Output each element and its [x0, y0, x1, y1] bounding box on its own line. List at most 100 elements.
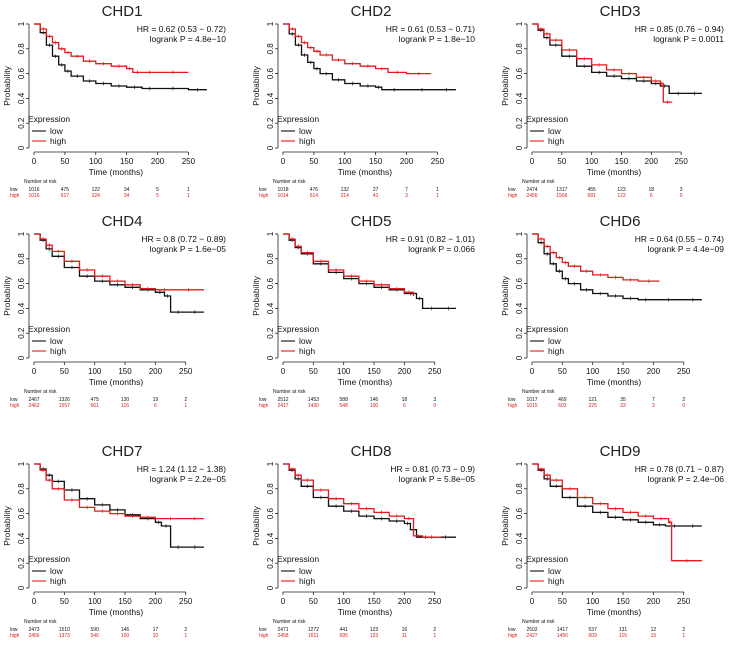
- km-plot-chd6: CHD6 HR = 0.64 (0.55 − 0.74)logrank P = 4…: [500, 213, 724, 409]
- panel-chd6: CHD6 HR = 0.64 (0.55 − 0.74) logrank P = 4…: [498, 210, 747, 430]
- risk-count-low: 121: [589, 397, 598, 403]
- risk-count-low: 2474: [526, 187, 537, 193]
- x-tick-label: 200: [398, 597, 412, 606]
- x-tick-label: 250: [179, 367, 193, 376]
- x-tick-label: 250: [428, 367, 442, 376]
- risk-row-label-high: high: [259, 193, 269, 199]
- risk-row-label-low: low: [10, 187, 18, 193]
- x-tick-label: 150: [616, 597, 630, 606]
- x-tick-label: 150: [118, 367, 132, 376]
- y-axis-label: Probability: [251, 65, 261, 105]
- chart-title: CHD3: [600, 3, 641, 20]
- risk-count-high: 5: [156, 193, 159, 199]
- chart-title: CHD9: [600, 443, 641, 460]
- legend-label-high: high: [548, 346, 564, 356]
- number-at-risk-header: Number at risk: [273, 179, 306, 185]
- legend-title: Expression: [277, 554, 319, 564]
- legend-title: Expression: [526, 114, 568, 124]
- y-tick-label: 0.2: [17, 327, 26, 339]
- y-tick-label: 0.6: [266, 277, 275, 289]
- risk-count-high: 1014: [277, 193, 288, 199]
- risk-count-high: 1: [682, 633, 685, 639]
- y-tick-label: 0.6: [266, 67, 275, 79]
- risk-count-high: 603: [558, 403, 567, 409]
- risk-count-low: 1: [187, 187, 190, 193]
- survival-curve-low: [532, 23, 702, 95]
- y-tick-label: 0: [266, 355, 275, 360]
- x-axis-label: Time (months): [338, 377, 393, 387]
- risk-count-high: 695: [340, 633, 349, 639]
- survival-curve-high: [532, 233, 660, 282]
- risk-count-high: 1456: [557, 633, 568, 639]
- y-axis-label: Probability: [500, 275, 510, 315]
- x-tick-label: 150: [367, 597, 381, 606]
- survival-curve-high: [283, 233, 415, 296]
- risk-row-label-high: high: [10, 403, 20, 409]
- x-tick-label: 0: [530, 157, 535, 166]
- x-tick-label: 100: [337, 597, 351, 606]
- survival-curve-low: [532, 463, 702, 527]
- risk-count-low: 441: [340, 627, 349, 633]
- y-tick-label: 0.6: [515, 67, 524, 79]
- x-axis-label: Time (months): [89, 167, 144, 177]
- risk-count-high: 41: [373, 193, 379, 199]
- y-tick-label: 1: [266, 461, 275, 466]
- risk-count-high: 1016: [28, 193, 39, 199]
- legend-label-high: high: [299, 576, 315, 586]
- risk-count-high: 1373: [59, 633, 70, 639]
- y-tick-label: 0.2: [515, 117, 524, 129]
- risk-count-high: 2417: [277, 403, 288, 409]
- logrank-p-text: logrank P = 1.8e−10: [399, 34, 476, 44]
- x-axis-label: Time (months): [338, 607, 393, 617]
- y-tick-label: 0.8: [17, 253, 26, 265]
- risk-count-low: 146: [370, 397, 379, 403]
- risk-count-low: 2512: [277, 397, 288, 403]
- x-tick-label: 50: [60, 157, 69, 166]
- risk-count-low: 1317: [556, 187, 567, 193]
- risk-count-high: 2458: [277, 633, 288, 639]
- logrank-p-text: logrank P = 5.8e−05: [399, 474, 476, 484]
- x-tick-label: 50: [60, 367, 69, 376]
- x-axis-label: Time (months): [338, 167, 393, 177]
- hazard-ratio-text: HR = 1.24 (1.12 − 1.38): [137, 464, 226, 474]
- risk-count-low: 2473: [28, 627, 39, 633]
- risk-count-high: 0: [680, 193, 683, 199]
- y-tick-label: 0.4: [266, 532, 275, 544]
- risk-count-low: 1017: [526, 397, 537, 403]
- y-tick-label: 0.6: [515, 277, 524, 289]
- risk-count-low: 1272: [308, 627, 319, 633]
- x-tick-label: 200: [645, 157, 659, 166]
- legend-title: Expression: [28, 114, 70, 124]
- y-tick-label: 0: [515, 355, 524, 360]
- risk-count-low: 1018: [277, 187, 288, 193]
- x-tick-label: 250: [674, 157, 688, 166]
- risk-count-high: 3: [405, 193, 408, 199]
- hazard-ratio-text: HR = 0.64 (0.55 − 0.74): [635, 234, 724, 244]
- number-at-risk-header: Number at risk: [522, 619, 555, 625]
- x-tick-label: 100: [338, 157, 352, 166]
- x-tick-label: 250: [677, 367, 691, 376]
- risk-count-low: 2471: [277, 627, 288, 633]
- y-axis-label: Probability: [251, 505, 261, 545]
- risk-count-low: 5: [156, 187, 159, 193]
- y-tick-label: 0.6: [17, 507, 26, 519]
- risk-count-high: 10: [153, 633, 159, 639]
- x-tick-label: 0: [530, 597, 535, 606]
- x-tick-label: 250: [428, 597, 442, 606]
- hazard-ratio-text: HR = 0.81 (0.73 − 0.9): [390, 464, 475, 474]
- risk-count-high: 609: [589, 633, 598, 639]
- risk-row-label-low: low: [10, 397, 18, 403]
- risk-row-label-high: high: [259, 633, 269, 639]
- legend-label-high: high: [50, 346, 66, 356]
- legend-label-low: low: [299, 336, 313, 346]
- y-tick-label: 0.6: [266, 507, 275, 519]
- risk-count-high: 1: [184, 633, 187, 639]
- risk-count-low: 469: [558, 397, 567, 403]
- risk-count-low: 122: [92, 187, 101, 193]
- risk-count-low: 123: [617, 187, 626, 193]
- risk-count-high: 214: [341, 193, 350, 199]
- y-tick-label: 0.4: [266, 302, 275, 314]
- km-plot-chd9: CHD9 HR = 0.78 (0.71 − 0.87)logrank P = 2…: [500, 443, 724, 639]
- x-tick-label: 100: [89, 157, 103, 166]
- y-tick-label: 0: [515, 585, 524, 590]
